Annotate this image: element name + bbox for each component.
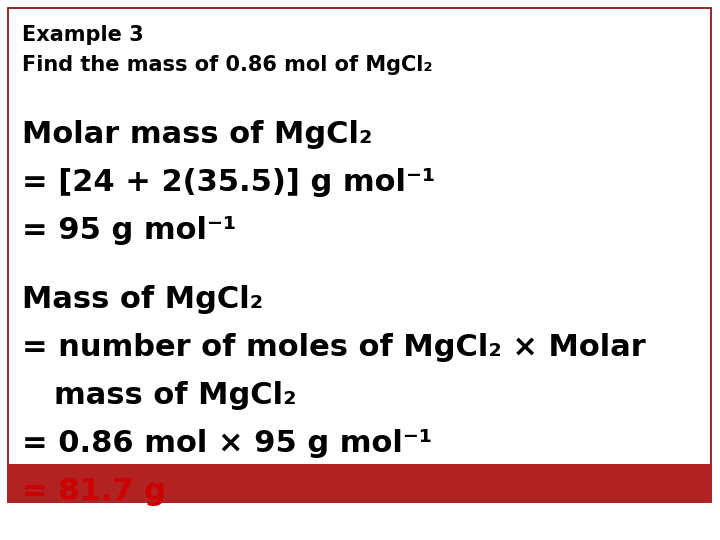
Text: = 95 g mol⁻¹: = 95 g mol⁻¹: [22, 216, 236, 245]
Text: = 81.7 g: = 81.7 g: [22, 477, 166, 506]
Text: = 0.86 mol × 95 g mol⁻¹: = 0.86 mol × 95 g mol⁻¹: [22, 429, 432, 458]
Text: = [24 + 2(35.5)] g mol⁻¹: = [24 + 2(35.5)] g mol⁻¹: [22, 168, 436, 197]
Text: Molar mass of MgCl₂: Molar mass of MgCl₂: [22, 120, 372, 149]
Bar: [8, 464, 711, 502]
Text: Example 3: Example 3: [22, 25, 143, 45]
Text: Mass of MgCl₂: Mass of MgCl₂: [22, 285, 263, 314]
Text: = number of moles of MgCl₂ × Molar: = number of moles of MgCl₂ × Molar: [22, 333, 646, 362]
Text: Find the mass of 0.86 mol of MgCl₂: Find the mass of 0.86 mol of MgCl₂: [22, 55, 433, 75]
Text: mass of MgCl₂: mass of MgCl₂: [54, 381, 297, 410]
